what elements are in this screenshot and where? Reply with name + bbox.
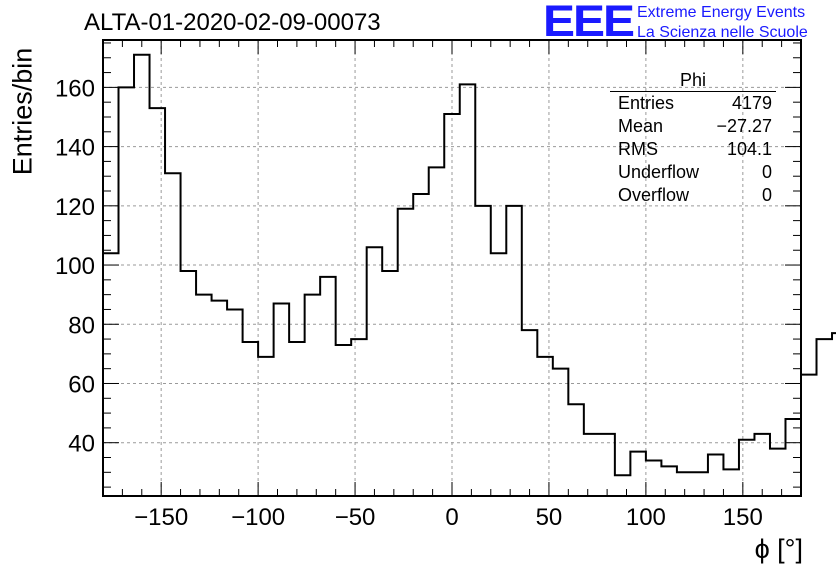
stats-row-mean: Mean −27.27 — [610, 115, 776, 138]
stats-row-overflow: Overflow 0 — [610, 184, 776, 207]
histogram-bin — [398, 209, 414, 496]
x-tick-label: 0 — [445, 504, 458, 531]
histogram-bin — [491, 253, 507, 496]
axes — [102, 39, 802, 497]
histogram-bin — [274, 304, 290, 496]
stats-row-entries: Entries 4179 — [610, 92, 776, 115]
x-tick-label: −100 — [231, 504, 285, 531]
histogram-bin — [537, 357, 553, 496]
histogram-bin — [119, 87, 135, 496]
histogram-bin — [413, 194, 429, 496]
y-tick-label: 160 — [55, 75, 95, 102]
x-axis-label: ϕ [°] — [754, 534, 803, 564]
histogram-bin — [367, 247, 383, 496]
histogram-bin — [351, 339, 367, 496]
stats-label: Mean — [618, 116, 664, 136]
y-tick-label: 40 — [68, 431, 95, 458]
x-tick-label: −150 — [134, 504, 188, 531]
stats-box: Phi Entries 4179 Mean −27.27 RMS 104.1 U… — [610, 70, 776, 207]
histogram-series — [103, 53, 836, 496]
eee-logo: EEE — [543, 0, 635, 46]
histogram-bin — [320, 277, 336, 496]
stats-label: Entries — [618, 93, 675, 113]
stats-title: Phi — [610, 70, 776, 92]
y-axis-label: Entries/bin — [7, 47, 38, 176]
histogram-bin — [553, 369, 569, 496]
histogram-bin — [630, 452, 646, 496]
histogram-bin — [429, 167, 445, 496]
histogram-bin — [817, 339, 833, 496]
histogram-bin — [615, 475, 631, 496]
stats-value: −27.27 — [716, 116, 772, 136]
histogram-bin — [305, 295, 321, 496]
y-tick-label: 140 — [55, 135, 95, 162]
histogram-bin — [692, 472, 708, 496]
histogram-bin — [134, 55, 150, 496]
histogram-bin — [475, 206, 491, 496]
histogram-bin — [165, 173, 181, 496]
x-tick-label: 150 — [723, 504, 763, 531]
histogram-bin — [770, 449, 786, 496]
histogram-bin — [522, 330, 538, 496]
histogram-bin — [196, 295, 212, 496]
y-tick-label: 80 — [68, 312, 95, 339]
stats-value: 0 — [761, 162, 772, 182]
stats-value: 4179 — [731, 93, 772, 113]
stats-row-rms: RMS 104.1 — [610, 138, 776, 161]
x-tick-label: 100 — [626, 504, 666, 531]
histogram-bin — [754, 434, 770, 496]
histogram-bin — [708, 455, 724, 496]
histogram-bin — [739, 440, 755, 496]
x-tick-label: 50 — [536, 504, 563, 531]
histogram-bin — [382, 271, 398, 496]
histogram-bin — [460, 84, 476, 496]
histogram-bin — [227, 309, 243, 496]
histogram-bin — [336, 345, 352, 496]
stats-row-underflow: Underflow 0 — [610, 161, 776, 184]
y-tick-label: 100 — [55, 253, 95, 280]
histogram-bin — [506, 206, 522, 496]
histogram-bin — [832, 333, 836, 496]
histogram-bin — [258, 357, 274, 496]
tick-labels: −150 −100 −50 0 50 100 150 40 60 80 100 120 140 160 — [55, 75, 763, 531]
histogram-bin — [212, 301, 228, 496]
histogram-bin — [150, 108, 166, 496]
x-tick-label: −50 — [335, 504, 376, 531]
histogram-bin — [289, 342, 305, 496]
histogram-bin — [568, 404, 584, 496]
logo-caption-line2: La Scienza nelle Scuole — [637, 24, 808, 41]
histogram-bin — [801, 375, 817, 496]
y-tick-label: 60 — [68, 371, 95, 398]
logo-caption: Extreme Energy Events La Scienza nelle S… — [637, 3, 808, 43]
histogram-line — [103, 53, 836, 477]
histogram-bin — [243, 342, 259, 496]
histogram-bin — [103, 253, 119, 496]
y-tick-label: 120 — [55, 194, 95, 221]
chart-title: ALTA-01-2020-02-09-00073 — [84, 9, 381, 36]
stats-value: 0 — [761, 185, 772, 205]
stats-label: Overflow — [618, 185, 690, 205]
stats-label: RMS — [618, 139, 658, 159]
histogram-bin — [723, 469, 739, 496]
histogram-bin — [661, 466, 677, 496]
stats-value: 104.1 — [726, 139, 772, 159]
grid-lines — [103, 40, 801, 496]
logo-caption-line1: Extreme Energy Events — [637, 4, 806, 21]
stats-label: Underflow — [618, 162, 700, 182]
histogram-bin — [646, 460, 662, 496]
